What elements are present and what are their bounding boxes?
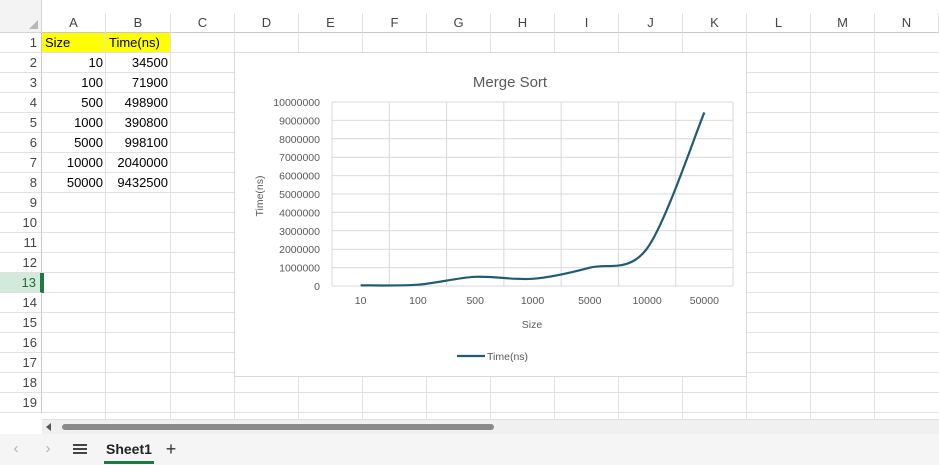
select-all-corner[interactable] [0,0,42,33]
row-header-3[interactable]: 3 [0,73,42,93]
sheet-tab-bar: ‹ › Sheet1 + [0,434,939,465]
grid-column-line [170,33,171,419]
cell-b4[interactable]: 498900 [124,95,168,110]
legend-label: Time(ns) [487,351,528,363]
column-header-i[interactable]: I [555,13,619,33]
column-header-c[interactable]: C [171,13,235,33]
menu-icon[interactable] [73,444,87,454]
grid-column-line [810,33,811,419]
x-tick-label: 100 [409,295,427,307]
cell-a1[interactable]: Size [42,33,105,52]
cell-a3[interactable]: 100 [81,75,103,90]
sheet-tab-sheet1[interactable]: Sheet1 [100,437,158,465]
y-tick-label: 6000000 [279,171,320,183]
y-tick-label: 4000000 [279,207,320,219]
row-header-12[interactable]: 12 [0,253,42,273]
row-header-19[interactable]: 19 [0,393,42,413]
row-header-14[interactable]: 14 [0,293,42,313]
column-header-j[interactable]: J [619,13,683,33]
cell-a4[interactable]: 500 [81,95,103,110]
row-header-4[interactable]: 4 [0,93,42,113]
cell-a2[interactable]: 10 [88,55,103,70]
y-tick-label: 5000000 [279,189,320,201]
grid-row-line [42,412,939,413]
cell-a7[interactable]: 10000 [66,155,103,170]
cell-a8[interactable]: 50000 [66,175,103,190]
cell-b7[interactable]: 2040000 [117,155,168,170]
cell-b1[interactable]: Time(ns) [106,33,170,52]
y-tick-label: 10000000 [273,97,320,109]
chart-merge-sort[interactable]: 0 1000000 2000000 3000000 4000000 5000000 6000… [234,52,747,377]
row-header-11[interactable]: 11 [0,233,42,253]
x-axis-title: Size [522,319,543,331]
cell-b3[interactable]: 71900 [131,75,168,90]
plus-icon[interactable]: + [165,439,177,459]
sheet-tab-label: Sheet1 [106,441,152,457]
cell-b6[interactable]: 998100 [124,135,168,150]
y-tick-label: 2000000 [279,244,320,256]
selected-cell-indicator [42,273,44,293]
row-header-1[interactable]: 1 [0,33,42,53]
cell-a5[interactable]: 1000 [74,115,103,130]
row-header-16[interactable]: 16 [0,333,42,353]
column-header-g[interactable]: G [427,13,491,33]
y-tick-label: 8000000 [279,134,320,146]
cell-a6[interactable]: 5000 [74,135,103,150]
y-tick-label: 1000000 [279,263,320,275]
grid-column-line [874,33,875,419]
row-header-7[interactable]: 7 [0,153,42,173]
row-header-8[interactable]: 8 [0,173,42,193]
scroll-left-arrow-icon[interactable] [46,423,51,431]
column-header-a[interactable]: A [42,13,106,33]
row-header-13[interactable]: 13 [0,273,42,293]
select-all-triangle-icon [29,20,38,29]
row-header-2[interactable]: 2 [0,53,42,73]
chart-title: Merge Sort [473,74,548,91]
x-tick-label: 1000 [521,295,545,307]
column-header-m[interactable]: M [811,13,875,33]
y-axis-title: Time(ns) [254,175,266,216]
row-header-9[interactable]: 9 [0,193,42,213]
column-header-h[interactable]: H [491,13,555,33]
column-header-l[interactable]: L [747,13,811,33]
chevron-right-icon[interactable]: › [45,440,51,457]
y-tick-label: 9000000 [279,115,320,127]
row-header-15[interactable]: 15 [0,313,42,333]
horizontal-scrollbar[interactable] [42,419,939,434]
x-tick-label: 50000 [690,295,719,307]
x-tick-label: 10 [355,295,367,307]
row-header-17[interactable]: 17 [0,353,42,373]
x-tick-label: 10000 [632,295,661,307]
scroll-thumb[interactable] [62,424,494,430]
row-header-10[interactable]: 10 [0,213,42,233]
column-header-b[interactable]: B [106,13,171,33]
column-header-d[interactable]: D [235,13,299,33]
column-header-f[interactable]: F [363,13,427,33]
y-tick-label: 0 [314,281,320,293]
formula-gap [42,0,939,13]
active-tab-underline [104,461,154,464]
y-tick-label: 3000000 [279,226,320,238]
column-header-e[interactable]: E [299,13,363,33]
y-tick-label: 7000000 [279,152,320,164]
grid-column-line [105,33,106,419]
row-header-5[interactable]: 5 [0,113,42,133]
cell-b5[interactable]: 390800 [124,115,168,130]
x-tick-label: 500 [466,295,484,307]
grid-row-line [42,392,939,393]
x-tick-label: 5000 [578,295,602,307]
column-header-k[interactable]: K [683,13,747,33]
row-header-18[interactable]: 18 [0,373,42,393]
cell-b8[interactable]: 9432500 [117,175,168,190]
chevron-left-icon[interactable]: ‹ [13,440,19,457]
series-line-time-ns [360,112,706,287]
cell-b2[interactable]: 34500 [131,55,168,70]
row-header-6[interactable]: 6 [0,133,42,153]
column-header-n[interactable]: N [875,13,939,33]
